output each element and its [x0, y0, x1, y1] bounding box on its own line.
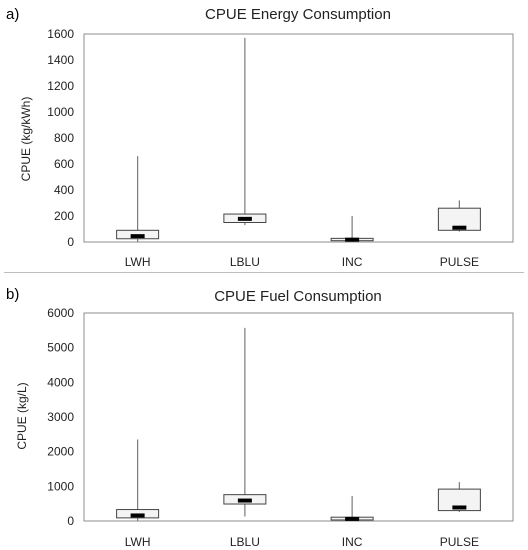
median-lblu [237, 216, 252, 221]
box-pulse [437, 207, 481, 231]
y-tick-label: 1200 [47, 79, 74, 93]
x-category-label: INC [342, 255, 363, 269]
y-tick-label: 4000 [47, 375, 74, 389]
y-tick-label: 3000 [47, 410, 74, 424]
y-tick-label: 400 [54, 183, 74, 197]
plot-area-fuel [83, 312, 514, 522]
chart-energy: CPUE Energy Consumption CPUE (kg/kWh) 0 2… [19, 6, 514, 269]
y-tick-label: 1000 [47, 479, 74, 493]
y-tick-label: 200 [54, 209, 74, 223]
panel-divider [4, 272, 524, 273]
x-category-label: LBLU [230, 255, 260, 269]
x-category-label: PULSE [440, 535, 479, 549]
median-pulse [452, 505, 467, 510]
y-tick-label: 800 [54, 131, 74, 145]
chart-fuel: CPUE Fuel Consumption CPUE (kg/L) 0 1000 2… [15, 288, 514, 549]
box-pulse [437, 488, 481, 512]
median-inc [345, 237, 360, 242]
y-tick-label: 6000 [47, 306, 74, 320]
x-category-label: LWH [125, 535, 151, 549]
chart-title-fuel: CPUE Fuel Consumption [214, 288, 382, 305]
y-tick-label: 1000 [47, 105, 74, 119]
x-category-label: PULSE [440, 255, 479, 269]
y-tick-label: 0 [67, 235, 74, 249]
plot-area-energy [83, 33, 514, 243]
chart-title-energy: CPUE Energy Consumption [205, 6, 391, 23]
median-pulse [452, 225, 467, 230]
y-tick-label: 2000 [47, 445, 74, 459]
panel-b-label: b) [6, 286, 20, 303]
y-axis-label-fuel: CPUE (kg/L) [15, 382, 29, 449]
y-tick-label: 5000 [47, 341, 74, 355]
y-tick-label: 0 [67, 514, 74, 528]
panel-a-label: a) [6, 6, 20, 23]
y-tick-label: 600 [54, 157, 74, 171]
x-category-label: INC [342, 535, 363, 549]
median-lblu [237, 498, 252, 503]
y-tick-label: 1400 [47, 53, 74, 67]
median-inc [345, 516, 360, 521]
x-category-label: LWH [125, 255, 151, 269]
median-lwh [130, 234, 145, 239]
median-lwh [130, 513, 145, 518]
y-tick-label: 1600 [47, 27, 74, 41]
x-category-label: LBLU [230, 535, 260, 549]
y-axis-label-energy: CPUE (kg/kWh) [19, 97, 33, 182]
